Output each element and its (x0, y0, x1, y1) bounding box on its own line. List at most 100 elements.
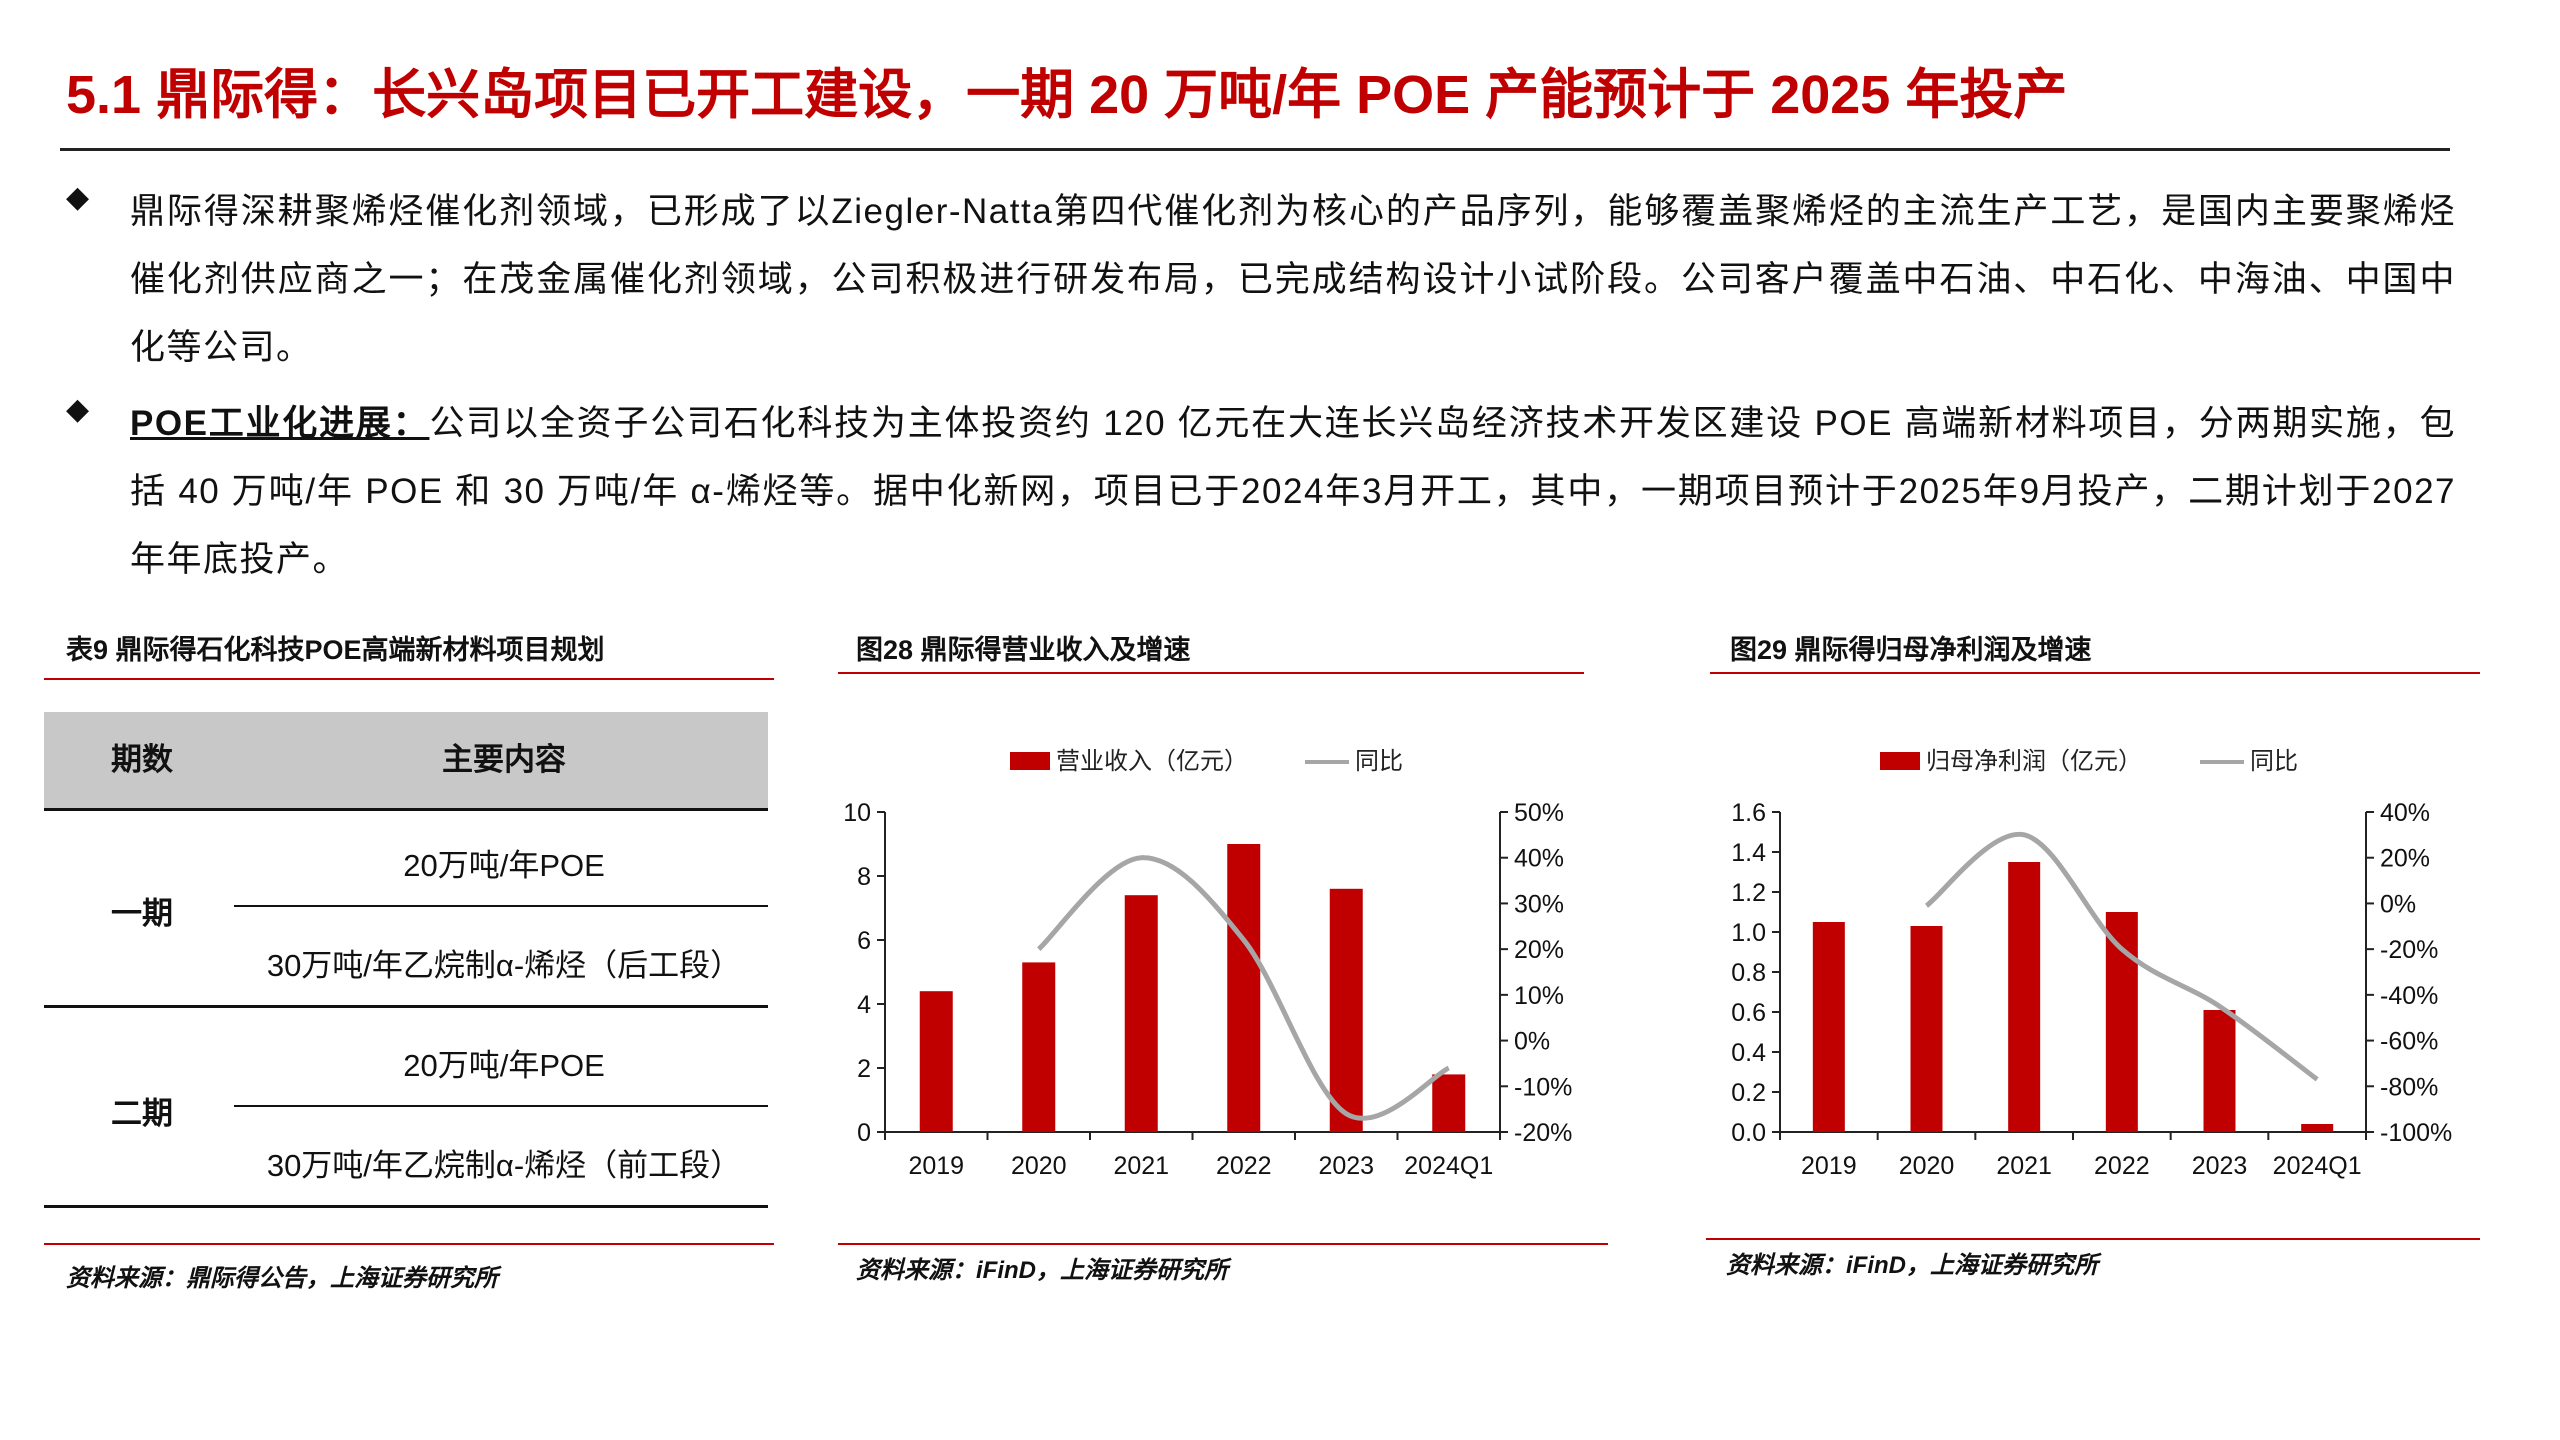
bar (2203, 1010, 2236, 1132)
bar (2008, 862, 2041, 1132)
y-left-tick-label: 1.4 (1731, 839, 1766, 867)
bar (1329, 888, 1363, 1132)
table-source-rule (44, 1243, 774, 1245)
page-title: 5.1 鼎际得：长兴岛项目已开工建设，一期 20 万吨/年 POE 产能预计于 … (66, 65, 2068, 125)
legend-line-label: 同比 (2250, 748, 2298, 775)
y-left-tick-label: 0.6 (1731, 999, 1766, 1027)
x-tick-label: 2020 (1011, 1152, 1067, 1180)
growth-line (1037, 855, 1450, 1121)
y-left-tick-label: 1.0 (1731, 919, 1766, 947)
y-right-tick-label: 40% (2380, 799, 2430, 827)
legend-bar-label: 营业收入（亿元） (1056, 748, 1248, 775)
table-title: 表9 鼎际得石化科技POE高端新材料项目规划 (66, 635, 605, 665)
bar (1227, 844, 1261, 1132)
content-cell: 20万吨/年POE (403, 848, 605, 883)
fig29-title-rule (1710, 672, 2480, 674)
y-left-tick-label: 10 (843, 799, 871, 827)
diamond-bullet-icon: ◆ (66, 393, 90, 426)
legend-line-label: 同比 (1355, 748, 1403, 775)
y-right-tick-label: 10% (1514, 982, 1564, 1010)
fig29-source: 资料来源：iFinD，上海证券研究所 (1726, 1252, 2098, 1279)
y-left-tick-label: 0.4 (1731, 1039, 1766, 1067)
content-cell: 30万吨/年乙烷制α-烯烃（前工段） (266, 1148, 742, 1183)
table-source: 资料来源：鼎际得公告，上海证券研究所 (66, 1265, 498, 1292)
legend-bar-swatch (1880, 752, 1920, 770)
legend-bar-label: 归母净利润（亿元） (1926, 748, 2142, 775)
bar (1124, 895, 1158, 1132)
y-right-tick-label: -20% (1514, 1119, 1572, 1147)
bullet-lead: POE工业化进展： (130, 404, 430, 443)
y-left-tick-label: 0.8 (1731, 959, 1766, 987)
x-tick-label: 2021 (1113, 1152, 1169, 1180)
x-tick-label: 2021 (1996, 1152, 2052, 1180)
y-right-tick-label: -20% (2380, 936, 2438, 964)
x-tick-label: 2024Q1 (2273, 1152, 2362, 1180)
fig29-title: 图29 鼎际得归母净利润及增速 (1730, 635, 2092, 665)
y-right-tick-label: 0% (2380, 890, 2416, 918)
bar (2105, 912, 2138, 1132)
y-right-tick-label: 40% (1514, 845, 1564, 873)
y-right-tick-label: 20% (1514, 936, 1564, 964)
table-title-rule (44, 678, 774, 680)
y-right-tick-label: 20% (2380, 845, 2430, 873)
y-left-tick-label: 0.0 (1731, 1119, 1766, 1147)
y-right-tick-label: 30% (1514, 890, 1564, 918)
fig28-chart: 营业收入（亿元） 同比 0 2 4 6 8 10 -20% -10% 0% 10% 20% 30% 40% 5… (843, 748, 1572, 1180)
fig29-chart: 归母净利润（亿元） 同比 0.0 0.2 0.4 0.6 0.8 1.0 1.2 1.4 1.6 -1… (1731, 748, 2452, 1180)
fig28-source: 资料来源：iFinD，上海证券研究所 (856, 1257, 1228, 1284)
y-right-tick-label: 0% (1514, 1028, 1550, 1056)
y-left-tick-label: 8 (857, 863, 871, 891)
y-left-tick-label: 2 (857, 1055, 871, 1083)
bullet-poe-progress: ◆ POE工业化进展：公司以全资子公司石化科技为主体投资约 120 亿元在大连长… (66, 390, 2456, 594)
header-content: 主要内容 (442, 742, 566, 777)
bullet-body: 公司以全资子公司石化科技为主体投资约 120 亿元在大连长兴岛经济技术开发区建设… (130, 404, 2456, 579)
y-left-tick-label: 4 (857, 991, 871, 1019)
growth-line (1924, 832, 2319, 1082)
x-tick-label: 2022 (1216, 1152, 1272, 1180)
bar (1432, 1074, 1466, 1132)
bar (919, 991, 953, 1132)
x-tick-label: 2019 (1801, 1152, 1857, 1180)
bullet-company-overview: ◆ 鼎际得深耕聚烯烃催化剂领域，已形成了以Ziegler-Natta第四代催化剂… (66, 178, 2456, 382)
row-divider (234, 905, 768, 907)
period-cell: 二期 (111, 1096, 173, 1131)
y-right-tick-label: 50% (1514, 799, 1564, 827)
bar (2301, 1124, 2334, 1132)
y-left-tick-label: 0.2 (1731, 1079, 1766, 1107)
fig29-source-rule (1706, 1238, 2480, 1240)
diamond-bullet-icon: ◆ (66, 181, 90, 214)
x-tick-label: 2024Q1 (1404, 1152, 1493, 1180)
table-header: 期数 主要内容 (44, 712, 768, 811)
period-cell: 一期 (111, 896, 173, 931)
y-right-tick-label: -100% (2380, 1119, 2452, 1147)
fig28-title: 图28 鼎际得营业收入及增速 (856, 635, 1191, 665)
legend-bar-swatch (1010, 752, 1050, 770)
y-left-tick-label: 1.6 (1731, 799, 1766, 827)
header-period: 期数 (111, 742, 173, 777)
y-right-tick-label: -80% (2380, 1073, 2438, 1101)
content-cell: 20万吨/年POE (403, 1048, 605, 1083)
x-tick-label: 2019 (908, 1152, 964, 1180)
row-divider (44, 1005, 768, 1008)
y-left-tick-label: 1.2 (1731, 879, 1766, 907)
bar (1910, 926, 1943, 1132)
fig28-title-rule (838, 672, 1584, 674)
y-right-tick-label: -10% (1514, 1073, 1572, 1101)
y-left-tick-label: 0 (857, 1119, 871, 1147)
fig28-source-rule (838, 1243, 1608, 1245)
bullet-text: 鼎际得深耕聚烯烃催化剂领域，已形成了以Ziegler-Natta第四代催化剂为核… (130, 192, 2456, 367)
x-tick-label: 2022 (2094, 1152, 2150, 1180)
y-right-tick-label: -60% (2380, 1028, 2438, 1056)
bar (1812, 922, 1845, 1132)
y-right-tick-label: -40% (2380, 982, 2438, 1010)
x-tick-label: 2023 (1318, 1152, 1374, 1180)
title-divider (60, 148, 2450, 151)
bar (1022, 962, 1056, 1132)
content-cell: 30万吨/年乙烷制α-烯烃（后工段） (266, 948, 742, 983)
x-tick-label: 2020 (1899, 1152, 1955, 1180)
table-bottom-rule (44, 1205, 768, 1208)
y-left-tick-label: 6 (857, 927, 871, 955)
x-tick-label: 2023 (2192, 1152, 2248, 1180)
row-divider (234, 1105, 768, 1107)
bullet-text: POE工业化进展：公司以全资子公司石化科技为主体投资约 120 亿元在大连长兴岛… (130, 390, 2456, 594)
